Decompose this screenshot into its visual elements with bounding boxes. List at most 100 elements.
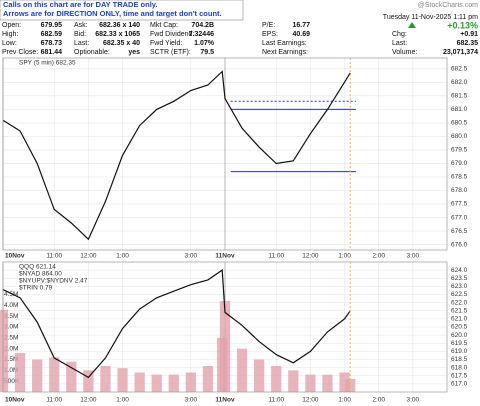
stat-value: 1.07% [194,40,215,47]
x-tick-label: 12:00 [302,397,319,404]
y-tick-label: 679.0 [451,160,468,167]
stat-value: 682.35 x 40 [103,40,140,47]
stat-label: Volume: [392,49,417,56]
x-tick-label: 12:00 [80,397,97,404]
volume-bar [322,374,333,392]
stat-label: Fwd Dividend: [150,31,194,38]
volume-bar [185,372,196,392]
x-tick-label: 2:00 [372,253,385,260]
y-tick-label: 617.0 [451,381,468,388]
stat-value: +0.91 [460,31,478,38]
y2-tick-label: 2.0M [4,345,18,352]
x-tick-label: 11:00 [268,397,284,404]
stat-value: 79.5 [200,49,214,56]
stat-label: Prev Close: [2,49,38,56]
x-tick-label: 11:00 [46,397,62,404]
x-tick-label: 12:00 [302,253,319,260]
stat-value: 16.77 [292,22,310,29]
y-tick-label: 618.0 [451,364,468,371]
date: Tuesday 11-Nov-2025 1:11 pm [383,14,478,21]
stat-label: Bid: [74,31,86,38]
stat-value: 682.36 x 140 [99,22,140,29]
stat-value: 704.2B [191,22,214,29]
y2-tick-label: 3.5M [4,313,18,320]
y-tick-label: 681.0 [451,106,468,113]
y-tick-label: 623.5 [451,275,468,282]
x-tick-label: 1:00 [116,397,129,404]
y-tick-label: 623.0 [451,283,468,290]
x-tick-label: 1:00 [338,253,351,260]
x-tick-label: 11:00 [46,253,62,260]
x-tick-label: 2:00 [372,397,385,404]
notice-line: Calls on this chart are for DAY TRADE on… [3,0,157,9]
frame [2,261,448,393]
y-tick-label: 620.0 [451,332,468,339]
volume-bar [151,374,162,392]
y-tick-label: 618.5 [451,356,468,363]
x-tick-label: 3:00 [185,397,198,404]
x-tick-label: 11Nov [215,253,235,260]
y-tick-label: 678.5 [451,174,468,181]
y2-tick-label: 2.5M [4,335,18,342]
y2-tick-label: 3.0M [4,324,18,331]
x-tick-label: 10Nov [5,253,25,260]
y-tick-label: 682.5 [451,66,468,73]
y-tick-label: 621.5 [451,307,468,314]
up-arrow [408,22,416,28]
stat-value: 679.95 [41,22,63,29]
y-tick-label: 622.0 [451,299,468,306]
legend-entry: QQQ 621.14 [19,264,56,271]
stat-label: EPS: [262,31,278,38]
stat-label: Chg: [392,31,407,38]
volume-bar [254,359,265,392]
volume-bar [305,374,316,392]
volume-bar [0,309,9,392]
y-tick-label: 619.5 [451,340,468,347]
stat-label: High: [2,31,18,38]
stat-value: 682.35 [457,40,479,47]
notice-box [0,0,244,21]
volume-bar [134,372,145,392]
x-tick-label: 10Nov [5,397,25,404]
volume-bar [202,366,214,392]
volume-bar [100,366,111,392]
x-tick-label: 11:00 [268,253,284,260]
y2-tick-label: 4.0M [4,302,18,309]
stat-label: Optionable: [74,49,110,56]
stat-value: 678.73 [41,40,63,47]
volume-bar [66,361,77,392]
legend-entry: $NYUPV:$NYDNV 2.47 [19,278,88,285]
stat-label: SCTR (ETF): [150,49,191,56]
y-tick-label: 682.0 [451,79,468,86]
volume-bar [345,379,356,392]
x-tick-label: 11Nov [215,397,235,404]
stat-value: 682.59 [41,31,63,38]
stat-value: 23,071,374 [443,49,478,56]
price-line [2,269,351,379]
volume-bar [219,301,231,392]
y-tick-label: 617.5 [451,372,468,379]
stat-label: Fwd Yield: [150,40,182,47]
stats: Open: 679.95 Ask: 682.36 x 140 Mkt Cap: 704.2… [2,22,478,56]
y-tick-label: 619.0 [451,348,468,355]
y-tick-label: 622.5 [451,291,468,298]
price-panel: 676.0 676.5 677.0 677.5 678.0 678.5 679.0 679.5… [2,57,468,260]
y-tick-label: 680.0 [451,133,468,140]
stat-label: Low: [2,40,17,47]
x-tick-label: 1:00 [116,253,129,260]
stat-label: Open: [2,22,21,29]
y-tick-label: 681.5 [451,93,468,100]
x-tick-label: 1:00 [338,397,351,404]
frame [2,57,448,251]
compare-panel: 617.0 617.5618.0618.5619.0619.5620.0620.5… [0,261,468,404]
stat-label: Next Earnings: [262,49,308,56]
x-tick-label: 3:00 [185,253,198,260]
volume-bar [339,372,350,392]
legend-entry: $TRIN 0.79 [19,285,53,292]
legend-entry: $NYAD 864.00 [19,271,62,278]
y2-tick-label: 1.0M [4,367,18,374]
volume-bar [117,368,128,392]
y-tick-label: 677.5 [451,201,468,208]
y2-tick-label: 4.5M [4,291,18,298]
volume-bar [271,366,282,392]
